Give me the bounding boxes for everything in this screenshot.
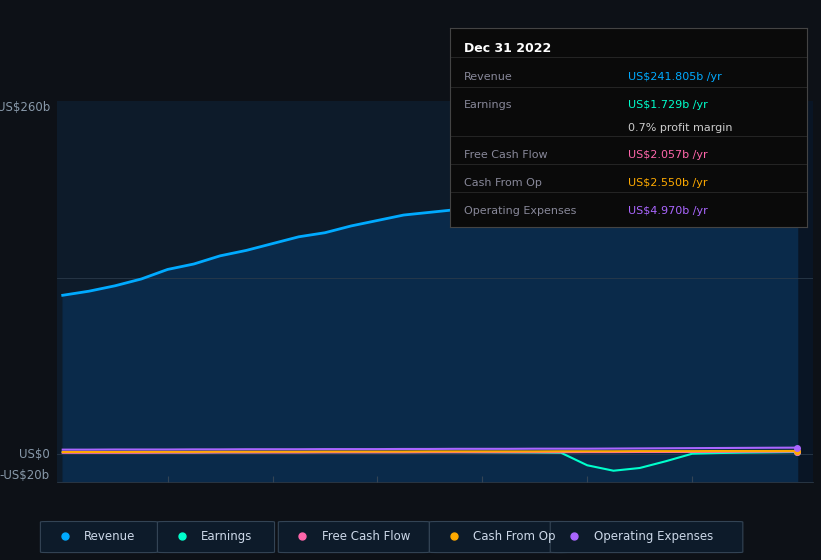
- FancyBboxPatch shape: [550, 521, 743, 553]
- Text: Operating Expenses: Operating Expenses: [594, 530, 713, 543]
- Text: Cash From Op: Cash From Op: [464, 178, 542, 188]
- FancyBboxPatch shape: [40, 521, 158, 553]
- FancyBboxPatch shape: [429, 521, 569, 553]
- Text: US$2.550b /yr: US$2.550b /yr: [629, 178, 708, 188]
- Text: Free Cash Flow: Free Cash Flow: [322, 530, 410, 543]
- Bar: [666, 101, 818, 482]
- Text: US$260b: US$260b: [0, 101, 50, 114]
- Text: Revenue: Revenue: [85, 530, 135, 543]
- Text: 0.7% profit margin: 0.7% profit margin: [629, 123, 733, 133]
- Text: Cash From Op: Cash From Op: [473, 530, 556, 543]
- Text: -US$20b: -US$20b: [0, 469, 50, 482]
- FancyBboxPatch shape: [158, 521, 274, 553]
- Text: Free Cash Flow: Free Cash Flow: [464, 150, 548, 160]
- Text: US$241.805b /yr: US$241.805b /yr: [629, 72, 722, 82]
- Text: US$4.970b /yr: US$4.970b /yr: [629, 206, 709, 216]
- Text: Revenue: Revenue: [464, 72, 513, 82]
- Text: US$1.729b /yr: US$1.729b /yr: [629, 100, 709, 110]
- Text: Operating Expenses: Operating Expenses: [464, 206, 576, 216]
- Text: US$0: US$0: [19, 448, 50, 461]
- Text: Earnings: Earnings: [201, 530, 253, 543]
- Text: Dec 31 2022: Dec 31 2022: [464, 42, 552, 55]
- Text: US$2.057b /yr: US$2.057b /yr: [629, 150, 708, 160]
- FancyBboxPatch shape: [278, 521, 429, 553]
- Text: Earnings: Earnings: [464, 100, 512, 110]
